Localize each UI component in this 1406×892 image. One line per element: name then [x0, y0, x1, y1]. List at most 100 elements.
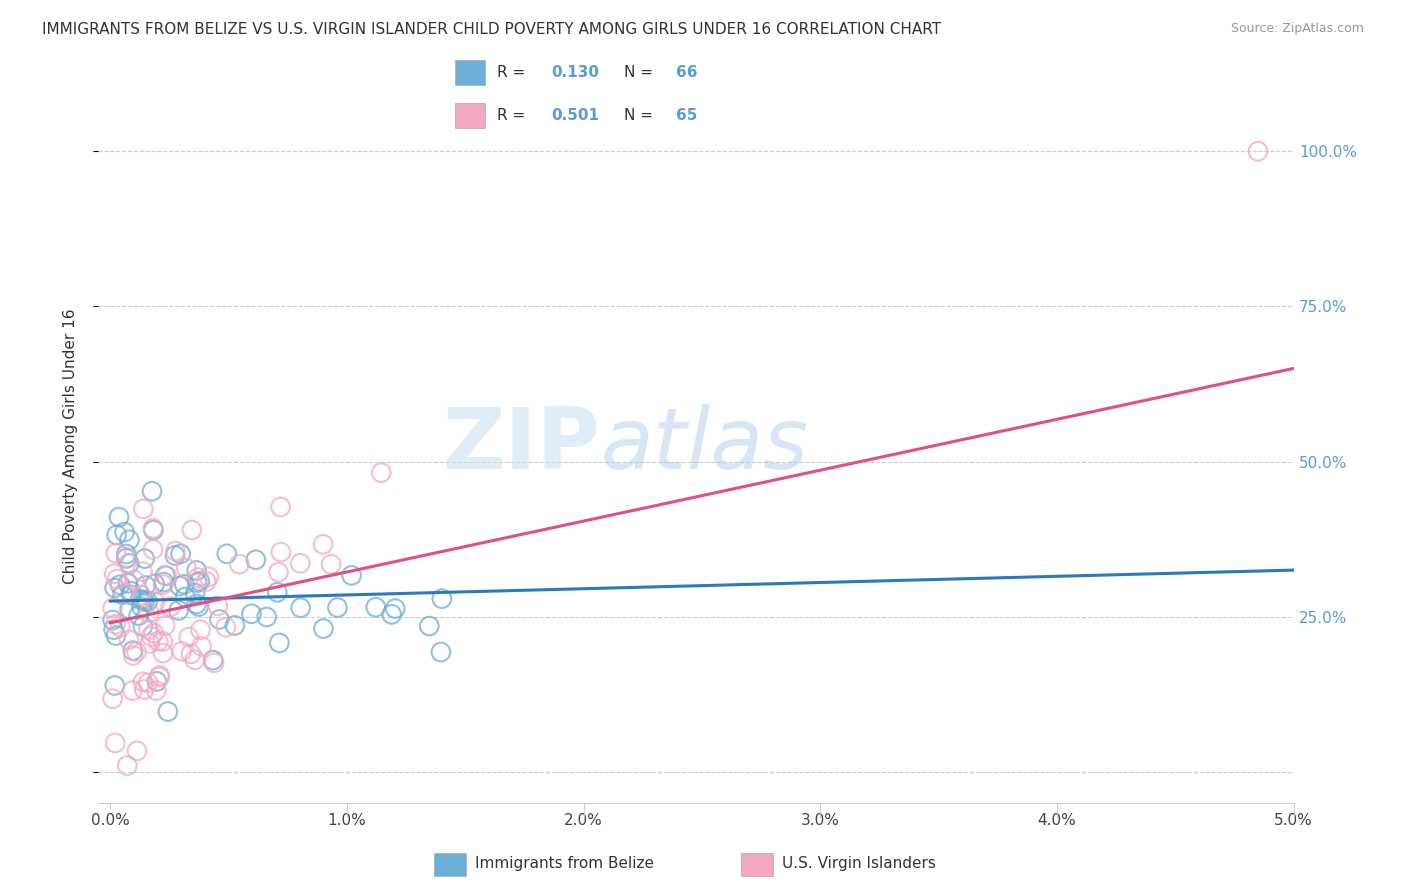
Point — [122, 648, 145, 663]
Point — [266, 585, 288, 599]
Point — [105, 528, 128, 542]
Point — [143, 595, 166, 609]
Point — [340, 568, 363, 582]
Point — [104, 736, 127, 750]
Point — [142, 542, 165, 557]
Point — [101, 691, 124, 706]
Point — [138, 606, 160, 620]
Point — [153, 618, 176, 632]
Text: Source: ZipAtlas.com: Source: ZipAtlas.com — [1230, 22, 1364, 36]
Point — [112, 586, 135, 600]
Point — [187, 571, 209, 585]
Point — [142, 626, 165, 640]
Point — [131, 565, 153, 579]
Point — [146, 674, 169, 689]
Point — [190, 640, 212, 654]
Point — [267, 565, 290, 579]
Text: 65: 65 — [676, 108, 697, 122]
Bar — [741, 853, 773, 876]
Point — [245, 553, 267, 567]
Point — [207, 599, 229, 613]
Point — [136, 676, 159, 690]
Point — [104, 546, 127, 560]
Point — [381, 607, 404, 622]
Point — [132, 501, 155, 516]
Bar — [456, 60, 485, 85]
Point — [202, 653, 225, 667]
Point — [170, 547, 193, 561]
Point — [103, 623, 125, 637]
Point — [256, 610, 278, 624]
Point — [1247, 145, 1270, 159]
Point — [101, 613, 124, 627]
Point — [180, 523, 202, 537]
Point — [111, 588, 134, 602]
Point — [152, 646, 174, 660]
Point — [104, 678, 127, 692]
Point — [104, 629, 127, 643]
Point — [270, 545, 292, 559]
Point — [152, 577, 174, 591]
Point — [110, 620, 132, 634]
Text: N =: N = — [624, 108, 658, 122]
Point — [165, 544, 187, 558]
Point — [141, 629, 163, 643]
Point — [118, 533, 141, 547]
Point — [184, 586, 207, 600]
Point — [101, 601, 124, 615]
Text: atlas: atlas — [600, 404, 808, 488]
Point — [136, 594, 159, 608]
Text: Immigrants from Belize: Immigrants from Belize — [475, 856, 654, 871]
Point — [114, 525, 136, 540]
Point — [186, 575, 208, 590]
Text: 66: 66 — [676, 65, 697, 79]
Point — [118, 602, 141, 616]
Point — [118, 632, 141, 647]
Point — [370, 466, 392, 480]
Point — [104, 581, 127, 595]
Point — [131, 599, 153, 614]
Point — [215, 547, 238, 561]
Text: ZIP: ZIP — [443, 404, 600, 488]
Text: 0.501: 0.501 — [551, 108, 600, 122]
Point — [125, 645, 148, 659]
Text: 0.130: 0.130 — [551, 65, 600, 79]
Point — [134, 682, 156, 697]
Text: R =: R = — [498, 65, 530, 79]
Point — [117, 758, 139, 772]
Point — [135, 578, 157, 592]
Point — [187, 599, 209, 614]
Point — [174, 590, 197, 604]
Point — [124, 573, 146, 587]
Point — [215, 620, 238, 634]
Point — [269, 636, 291, 650]
Point — [186, 563, 208, 577]
Point — [115, 547, 138, 561]
Point — [326, 600, 349, 615]
Point — [108, 510, 131, 524]
Point — [208, 612, 231, 626]
Point — [156, 705, 179, 719]
Point — [290, 600, 312, 615]
Point — [141, 484, 163, 499]
Text: U.S. Virgin Islanders: U.S. Virgin Islanders — [782, 856, 936, 871]
Point — [132, 674, 155, 689]
Point — [138, 636, 160, 650]
Point — [321, 558, 343, 572]
Point — [173, 577, 195, 591]
Point — [152, 634, 174, 648]
Point — [132, 619, 155, 633]
Point — [132, 593, 155, 607]
Point — [270, 500, 292, 514]
Point — [188, 574, 211, 589]
Point — [152, 575, 174, 590]
Point — [384, 601, 406, 615]
Point — [136, 623, 159, 637]
Point — [170, 644, 193, 658]
Point — [184, 653, 207, 667]
Point — [364, 600, 387, 615]
Point — [142, 523, 165, 537]
Text: N =: N = — [624, 65, 658, 79]
Point — [228, 557, 250, 571]
Point — [176, 561, 198, 575]
